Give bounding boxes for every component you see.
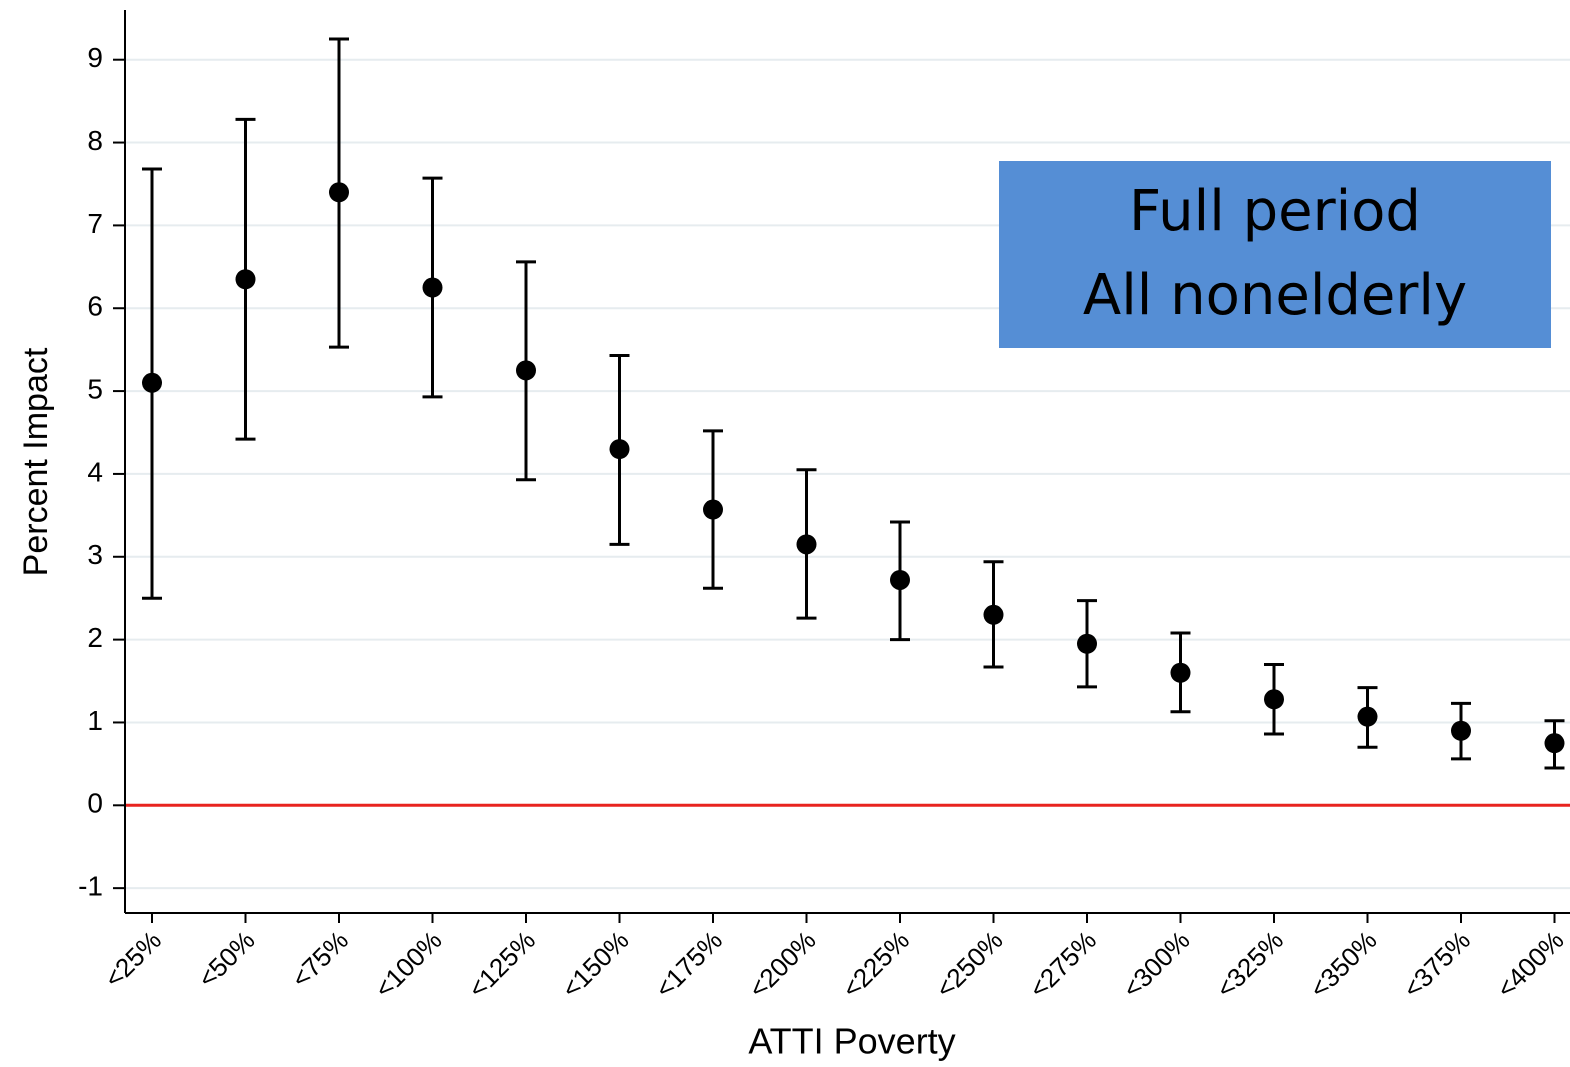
y-tick-label: 8	[87, 125, 103, 156]
x-axis-label: ATTI Poverty	[748, 1021, 955, 1062]
x-tick-label: <50%	[192, 925, 261, 994]
x-tick-label: <400%	[1491, 925, 1570, 1004]
y-tick-label: 9	[87, 42, 103, 73]
y-tick-label: 4	[87, 456, 103, 487]
y-tick-label: 0	[87, 788, 103, 819]
point	[1077, 633, 1097, 654]
point	[1451, 720, 1471, 741]
point	[1544, 733, 1565, 754]
point	[142, 372, 162, 393]
y-tick-label: 3	[87, 539, 103, 570]
point	[703, 499, 723, 520]
annotation-text: All nonelderly	[1083, 263, 1467, 328]
annotation-text: Full period	[1129, 179, 1421, 244]
x-tick-label: <100%	[369, 925, 448, 1004]
y-tick-label: 1	[87, 705, 103, 736]
x-tick-label: <250%	[930, 925, 1009, 1004]
point	[1170, 662, 1191, 683]
y-tick-label: 2	[87, 622, 103, 653]
point	[329, 182, 349, 203]
x-tick-label: <200%	[743, 925, 822, 1004]
annotation-box	[999, 161, 1551, 348]
y-tick-label: -1	[78, 871, 103, 902]
x-tick-label: <325%	[1210, 925, 1289, 1004]
point	[609, 439, 630, 460]
x-tick-label: <375%	[1397, 925, 1476, 1004]
x-tick-label: <350%	[1304, 925, 1383, 1004]
point	[422, 277, 443, 298]
x-tick-label: <300%	[1117, 925, 1196, 1004]
y-tick-label: 5	[87, 373, 103, 404]
point	[1264, 689, 1284, 710]
point	[235, 269, 256, 290]
point	[983, 604, 1004, 625]
x-tick-label: <25%	[98, 925, 167, 994]
y-tick-label: 6	[87, 291, 103, 322]
point	[516, 360, 536, 381]
x-tick-label: <75%	[285, 925, 354, 994]
x-tick-label: <150%	[556, 925, 635, 1004]
y-axis-label: Percent Impact	[17, 347, 55, 576]
y-tick-label: 7	[87, 208, 103, 239]
x-tick-label: <275%	[1023, 925, 1102, 1004]
point	[796, 534, 817, 555]
x-tick-label: <225%	[836, 925, 915, 1004]
point	[890, 569, 910, 590]
x-tick-label: <125%	[462, 925, 541, 1004]
point	[1357, 706, 1378, 727]
x-tick-label: <175%	[649, 925, 728, 1004]
